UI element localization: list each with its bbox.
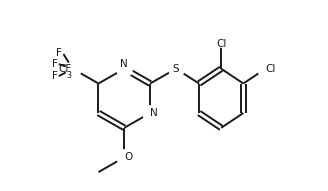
Text: F: F: [52, 59, 58, 69]
Text: Cl: Cl: [216, 39, 226, 49]
Text: CF: CF: [58, 64, 72, 74]
Text: S: S: [173, 64, 179, 74]
Text: N: N: [150, 108, 158, 118]
Text: F: F: [56, 48, 62, 58]
Text: O: O: [124, 152, 133, 162]
Text: Cl: Cl: [265, 64, 276, 74]
Text: F: F: [52, 71, 58, 81]
Text: N: N: [120, 59, 128, 69]
Text: 3: 3: [67, 71, 72, 80]
